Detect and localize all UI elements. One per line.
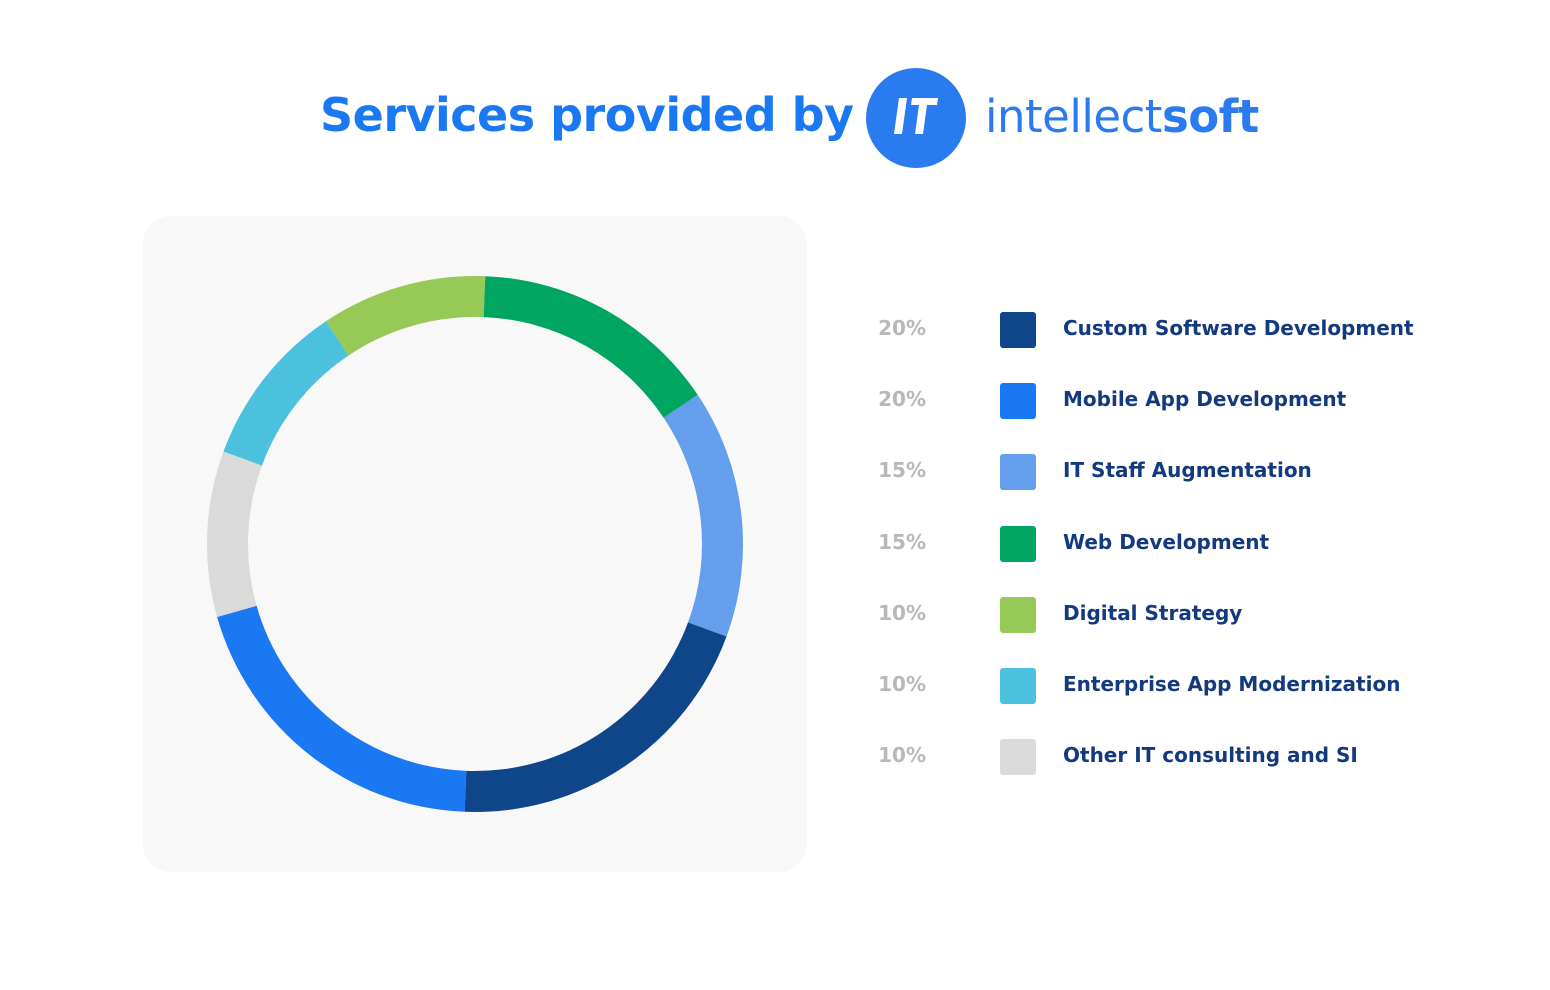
legend-label: Other IT consulting and SI — [1063, 743, 1358, 768]
legend-item-mobile-app-development: 20% Mobile App Development — [860, 365, 1500, 436]
donut-slice-enterprise-app-modernization — [223, 321, 349, 466]
legend-swatch — [1000, 454, 1036, 491]
intellectsoft-logo-icon — [866, 68, 966, 168]
legend-swatch — [1000, 667, 1036, 704]
donut-slice-web-development — [483, 276, 698, 418]
legend-label: Enterprise App Modernization — [1063, 671, 1401, 696]
legend-swatch — [1000, 596, 1036, 633]
brand-wordmark: intellectsoft — [985, 90, 1259, 143]
legend-percent: 10% — [878, 671, 926, 696]
legend-item-custom-software-development: 20% Custom Software Development — [860, 294, 1500, 365]
donut-slice-mobile-app-development — [217, 605, 467, 812]
header: Services provided by intellectsoft — [0, 68, 1550, 168]
donut-chart — [207, 276, 743, 812]
logo-mark-icon — [894, 98, 938, 134]
chart-panel — [143, 216, 807, 872]
page-title: Services provided by — [320, 88, 854, 142]
brand-wordmark-light: intellect — [985, 90, 1162, 143]
donut-slice-custom-software-development — [464, 622, 727, 812]
legend-swatch — [1000, 525, 1036, 562]
donut-slice-it-staff-augmentation — [663, 394, 743, 637]
legend-swatch — [1000, 739, 1036, 776]
legend-item-other-it-consulting-and-si: 10% Other IT consulting and SI — [860, 721, 1500, 792]
legend-percent: 10% — [878, 743, 926, 768]
legend-label: IT Staff Augmentation — [1063, 458, 1312, 483]
legend-label: Mobile App Development — [1063, 387, 1347, 412]
legend-percent: 15% — [878, 529, 926, 554]
chart-legend: 20% Custom Software Development 20% Mobile … — [860, 294, 1500, 792]
donut-slice-digital-strategy — [325, 276, 486, 356]
legend-item-enterprise-app-modernization: 10% Enterprise App Modernization — [860, 650, 1500, 721]
legend-label: Digital Strategy — [1063, 600, 1243, 625]
legend-label: Custom Software Development — [1063, 316, 1414, 340]
legend-item-web-development: 15% Web Development — [860, 508, 1500, 579]
donut-slice-other-it-consulting-and-si — [207, 451, 262, 617]
legend-percent: 15% — [878, 458, 926, 483]
legend-percent: 20% — [878, 387, 926, 412]
legend-percent: 10% — [878, 600, 926, 625]
legend-swatch — [1000, 312, 1036, 348]
legend-percent: 20% — [878, 316, 926, 340]
legend-label: Web Development — [1063, 529, 1270, 554]
legend-swatch — [1000, 383, 1036, 420]
legend-item-it-staff-augmentation: 15% IT Staff Augmentation — [860, 436, 1500, 507]
legend-item-digital-strategy: 10% Digital Strategy — [860, 579, 1500, 650]
brand-wordmark-bold: soft — [1161, 90, 1259, 143]
